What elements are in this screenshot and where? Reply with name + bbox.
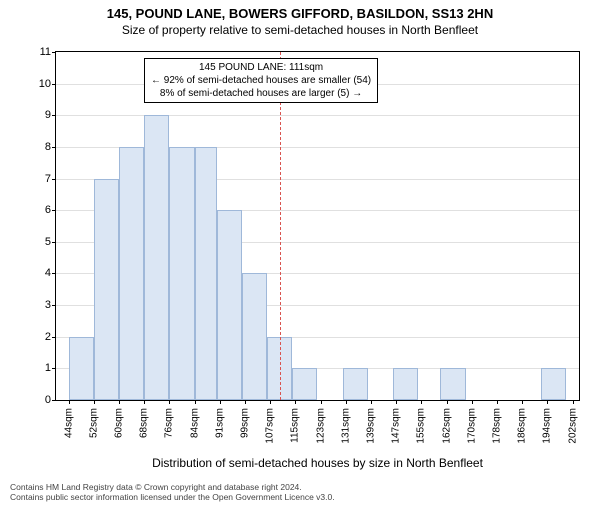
histogram-bar: [440, 368, 465, 400]
xtick-label: 115sqm: [290, 408, 301, 443]
histogram-bar: [292, 368, 317, 400]
ytick-mark: [52, 115, 56, 116]
histogram-bar: [119, 147, 144, 400]
ytick-mark: [52, 210, 56, 211]
ytick-label: 8: [31, 141, 51, 153]
xtick-label: 139sqm: [366, 408, 377, 444]
xtick-label: 91sqm: [214, 408, 225, 438]
footer-attribution: Contains HM Land Registry data © Crown c…: [10, 482, 335, 502]
ytick-label: 7: [31, 173, 51, 185]
ytick-label: 6: [31, 204, 51, 216]
xtick-mark: [245, 400, 246, 404]
chart-plot-area: 0123456789101144sqm52sqm60sqm68sqm76sqm8…: [55, 51, 580, 401]
ytick-label: 10: [31, 78, 51, 90]
histogram-bar: [169, 147, 194, 400]
xtick-label: 52sqm: [88, 408, 99, 438]
ytick-mark: [52, 52, 56, 53]
grid-line: [56, 115, 579, 116]
xtick-label: 170sqm: [466, 408, 477, 444]
footer-line2: Contains public sector information licen…: [10, 492, 335, 502]
histogram-bar: [69, 337, 94, 400]
ytick-label: 1: [31, 362, 51, 374]
ytick-label: 0: [31, 394, 51, 406]
footer-line1: Contains HM Land Registry data © Crown c…: [10, 482, 335, 492]
xtick-mark: [144, 400, 145, 404]
xtick-label: 123sqm: [315, 408, 326, 444]
xtick-label: 76sqm: [164, 408, 175, 438]
xtick-label: 202sqm: [567, 408, 578, 444]
histogram-bar: [541, 368, 566, 400]
ytick-label: 5: [31, 236, 51, 248]
xtick-label: 178sqm: [492, 408, 503, 444]
ytick-label: 9: [31, 109, 51, 121]
xtick-label: 84sqm: [189, 408, 200, 438]
histogram-bar: [242, 273, 267, 400]
xtick-label: 99sqm: [240, 408, 251, 438]
xtick-label: 107sqm: [265, 408, 276, 444]
xtick-mark: [346, 400, 347, 404]
ytick-mark: [52, 337, 56, 338]
annotation-line1: 145 POUND LANE: 111sqm: [151, 61, 371, 74]
xtick-mark: [472, 400, 473, 404]
xtick-mark: [371, 400, 372, 404]
xtick-mark: [220, 400, 221, 404]
xtick-mark: [421, 400, 422, 404]
x-axis-label: Distribution of semi-detached houses by …: [55, 456, 580, 470]
ytick-label: 2: [31, 331, 51, 343]
chart-title-line1: 145, POUND LANE, BOWERS GIFFORD, BASILDO…: [0, 6, 600, 21]
xtick-label: 186sqm: [517, 408, 528, 444]
ytick-mark: [52, 400, 56, 401]
histogram-bar: [393, 368, 418, 400]
xtick-label: 155sqm: [416, 408, 427, 444]
histogram-bar: [94, 179, 119, 400]
histogram-bar: [217, 210, 242, 400]
xtick-mark: [547, 400, 548, 404]
xtick-label: 194sqm: [542, 408, 553, 444]
chart-title-line2: Size of property relative to semi-detach…: [0, 23, 600, 37]
xtick-mark: [270, 400, 271, 404]
annotation-line3: 8% of semi-detached houses are larger (5…: [151, 87, 371, 100]
xtick-mark: [94, 400, 95, 404]
xtick-mark: [522, 400, 523, 404]
xtick-mark: [321, 400, 322, 404]
histogram-bar: [343, 368, 368, 400]
annotation-box: 145 POUND LANE: 111sqm← 92% of semi-deta…: [144, 58, 378, 103]
xtick-label: 60sqm: [114, 408, 125, 438]
ytick-mark: [52, 179, 56, 180]
xtick-mark: [396, 400, 397, 404]
histogram-bar: [144, 115, 169, 400]
ytick-mark: [52, 84, 56, 85]
xtick-mark: [69, 400, 70, 404]
xtick-label: 147sqm: [391, 408, 402, 444]
ytick-mark: [52, 273, 56, 274]
ytick-mark: [52, 242, 56, 243]
xtick-mark: [169, 400, 170, 404]
xtick-label: 162sqm: [441, 408, 452, 444]
ytick-mark: [52, 305, 56, 306]
ytick-label: 11: [31, 46, 51, 58]
annotation-line2: ← 92% of semi-detached houses are smalle…: [151, 74, 371, 87]
xtick-label: 131sqm: [340, 408, 351, 444]
ytick-mark: [52, 368, 56, 369]
ytick-label: 3: [31, 299, 51, 311]
xtick-mark: [447, 400, 448, 404]
xtick-mark: [119, 400, 120, 404]
xtick-mark: [497, 400, 498, 404]
ytick-mark: [52, 147, 56, 148]
xtick-label: 44sqm: [63, 408, 74, 438]
histogram-bar: [195, 147, 217, 400]
xtick-mark: [295, 400, 296, 404]
ytick-label: 4: [31, 267, 51, 279]
reference-line: [280, 52, 281, 400]
xtick-label: 68sqm: [139, 408, 150, 438]
xtick-mark: [573, 400, 574, 404]
xtick-mark: [195, 400, 196, 404]
